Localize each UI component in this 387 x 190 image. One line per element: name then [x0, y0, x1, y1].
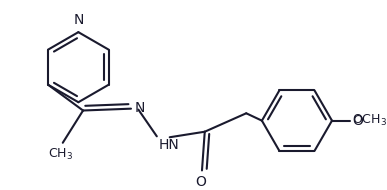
- Text: N: N: [135, 101, 145, 115]
- Text: O: O: [195, 175, 207, 189]
- Text: OCH$_3$: OCH$_3$: [352, 113, 387, 128]
- Text: O: O: [352, 114, 363, 128]
- Text: N: N: [73, 13, 84, 27]
- Text: HN: HN: [159, 138, 180, 152]
- Text: CH$_3$: CH$_3$: [48, 146, 74, 162]
